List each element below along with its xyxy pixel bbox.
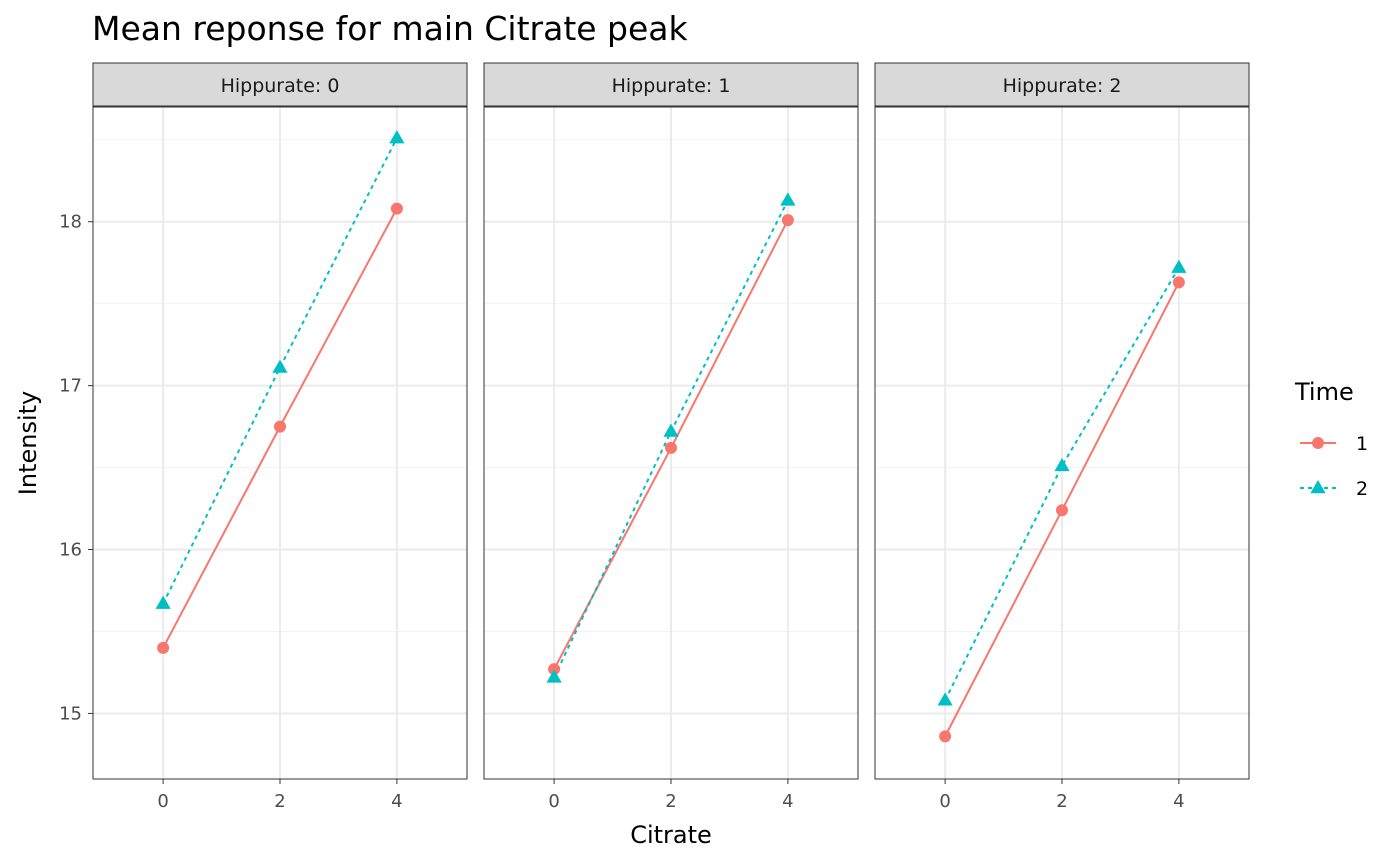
- x-tick-label: 0: [939, 791, 950, 812]
- x-tick-label: 4: [391, 791, 402, 812]
- strip-label: Hippurate: 1: [612, 75, 731, 97]
- data-point-time-2: [155, 595, 171, 609]
- x-tick-label: 0: [548, 791, 559, 812]
- data-point-time-1: [390, 202, 403, 215]
- legend-key-marker: [1312, 437, 1324, 449]
- legend-label: 1: [1356, 433, 1368, 455]
- strip-header: [874, 62, 1250, 107]
- y-axis-title: Intensity: [14, 391, 42, 495]
- panel-0: Hippurate: 0 0 2 4: [92, 62, 468, 812]
- data-point-time-1: [274, 420, 286, 433]
- panel-2: Hippurate: 2 0 2 4: [874, 62, 1250, 812]
- x-tick-label: 2: [665, 791, 676, 812]
- series-line-time-2: [162, 137, 398, 605]
- x-tick-label: 2: [1056, 791, 1067, 812]
- data-point-time-2: [546, 669, 562, 683]
- data-point-time-2: [663, 423, 679, 437]
- data-point-time-1: [665, 441, 677, 454]
- data-point-time-1: [157, 641, 170, 654]
- data-point-time-2: [1171, 259, 1187, 273]
- y-tick-label: 17: [59, 376, 82, 397]
- strip-label: Hippurate: 0: [221, 75, 340, 97]
- data-point-time-1: [781, 214, 794, 227]
- strip-header: [92, 62, 468, 107]
- strip-label: Hippurate: 2: [1003, 75, 1122, 97]
- data-point-time-1: [1172, 276, 1185, 289]
- legend-label: 2: [1356, 478, 1368, 500]
- x-axis-title: Citrate: [630, 821, 712, 849]
- y-tick-label: 16: [59, 540, 82, 561]
- panel-1: Hippurate: 1 0 2 4: [483, 62, 859, 812]
- data-point-time-2: [780, 192, 796, 206]
- y-tick-label: 15: [59, 703, 82, 724]
- legend-key-marker: [1310, 480, 1326, 494]
- data-point-time-2: [937, 692, 953, 706]
- x-tick-label: 4: [1173, 791, 1184, 812]
- data-point-time-2: [1054, 457, 1070, 472]
- data-point-time-2: [272, 359, 288, 373]
- strip-header: [483, 62, 859, 107]
- data-point-time-1: [548, 663, 561, 676]
- legend: Time 1 2: [1294, 378, 1368, 500]
- y-tick-label: 18: [59, 212, 82, 233]
- data-point-time-2: [389, 130, 405, 144]
- data-point-time-1: [939, 730, 952, 743]
- chart-title: Mean reponse for main Citrate peak: [92, 9, 689, 48]
- x-tick-label: 4: [782, 791, 793, 812]
- legend-title: Time: [1294, 378, 1354, 406]
- x-tick-label: 0: [157, 791, 168, 812]
- data-point-time-1: [1056, 504, 1068, 517]
- x-tick-label: 2: [274, 791, 285, 812]
